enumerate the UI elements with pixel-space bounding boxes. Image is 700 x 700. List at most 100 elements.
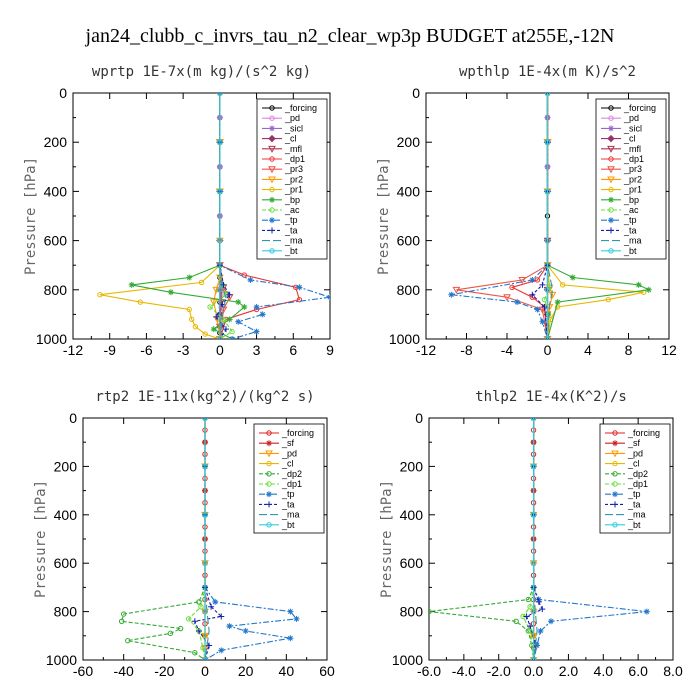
data-point (544, 188, 551, 195)
y-tick-label: 800 (44, 282, 68, 298)
legend-label: _sicl (623, 123, 642, 133)
data-point (503, 294, 511, 302)
y-tick-label: 0 (412, 85, 420, 101)
data-point (195, 627, 202, 634)
data-point (296, 284, 303, 291)
data-point (202, 418, 208, 421)
legend-label: _dp2 (281, 469, 302, 479)
legend-label: _bp (623, 195, 639, 205)
legend-label: _sf (281, 438, 295, 448)
data-point (544, 93, 551, 96)
data-point (514, 299, 521, 306)
series-line (429, 418, 535, 660)
legend-label: _sf (627, 438, 641, 448)
x-tick-label: 4.0 (594, 663, 614, 679)
data-point (191, 618, 198, 625)
legend-marker (269, 207, 275, 213)
series-group (448, 93, 652, 339)
legend-marker (266, 460, 272, 467)
panel-title: wpthlp 1E-4x(m K)/s^2 (459, 64, 636, 80)
legend-marker (608, 115, 614, 121)
data-point (226, 316, 233, 323)
x-tick-label: -12 (416, 342, 436, 358)
x-tick-label: -40 (114, 663, 134, 679)
data-point (202, 512, 208, 518)
data-point (217, 93, 223, 96)
legend-label: _bt (623, 246, 637, 256)
data-point (202, 608, 208, 615)
data-point (222, 326, 229, 333)
legend-marker (268, 134, 276, 143)
data-point (253, 328, 260, 335)
y-tick-label: 1000 (392, 652, 423, 668)
panel-title: rtp2 1E-11x(kg^2)/(kg^2 s) (95, 389, 314, 405)
legend-marker (269, 125, 275, 132)
legend-label: _ma (627, 510, 646, 520)
y-axis-label: Pressure [hPa] (379, 480, 395, 598)
data-point (635, 281, 642, 288)
data-point (186, 274, 193, 281)
legend-marker (608, 105, 614, 111)
x-tick-label: -20 (154, 663, 174, 679)
series-line (120, 418, 206, 660)
data-point (186, 616, 192, 622)
x-tick-label: -6.0 (417, 663, 441, 679)
x-tick-label: -9 (103, 342, 116, 358)
data-point (213, 313, 220, 320)
y-tick-label: 800 (397, 282, 421, 298)
x-tick-label: -2.0 (487, 663, 511, 679)
legend-label: _dp1 (281, 479, 302, 489)
legend-label: _pr2 (623, 174, 642, 184)
data-point (296, 296, 303, 303)
legend-marker (608, 207, 614, 213)
data-point (539, 318, 546, 325)
data-point (208, 603, 215, 610)
legend-label: _tp (623, 215, 637, 225)
legend-marker (265, 450, 273, 458)
legend-label: _forcing (284, 103, 317, 113)
panel-1: wprtp 1E-7x(m kg)/(s^2 kg) Pressure [hPa]… (23, 64, 334, 358)
legend-marker (266, 501, 272, 508)
data-point (207, 304, 213, 310)
legend-marker (269, 227, 275, 234)
data-point (118, 618, 125, 624)
data-point (530, 608, 537, 615)
series-group (118, 418, 300, 660)
legend: _forcing_pd_sicl_cl_mfl_dp1_pr3_pr2_pr1_… (595, 98, 667, 260)
data-point (554, 299, 561, 306)
legend-marker (612, 460, 618, 467)
legend-marker (607, 145, 615, 153)
data-point (530, 463, 537, 470)
legend-marker (608, 156, 614, 162)
y-tick-label: 800 (54, 604, 78, 620)
legend-label: _pr3 (623, 164, 642, 174)
legend-marker (266, 481, 272, 487)
legend-label: _pr1 (623, 185, 642, 195)
series-line (451, 93, 549, 339)
series-line (219, 93, 330, 339)
x-tick-label: 8.0 (663, 663, 683, 679)
legend-marker (608, 217, 614, 224)
series-line (99, 93, 221, 339)
data-point (544, 139, 551, 145)
legend-label: _tp (284, 215, 298, 225)
data-point (97, 292, 103, 298)
legend-marker (608, 196, 614, 203)
x-tick-label: 0.0 (524, 663, 544, 679)
legend-marker (607, 176, 615, 184)
data-point (218, 647, 225, 654)
x-tick-label: 8 (625, 342, 633, 358)
x-tick-label: -4 (501, 342, 514, 358)
data-point (247, 276, 254, 283)
data-point (186, 306, 192, 313)
legend-label: _sicl (284, 123, 303, 133)
y-tick-label: 600 (397, 233, 421, 249)
data-point (128, 281, 135, 288)
data-point (643, 608, 650, 615)
panel-4: thlp2 1E-4x(K^2)/s Pressure [hPa] -6.0 -4.0… (379, 389, 683, 679)
data-point (529, 276, 536, 283)
data-point (569, 274, 576, 281)
legend-label: _ta (284, 225, 298, 235)
data-point (523, 613, 530, 620)
